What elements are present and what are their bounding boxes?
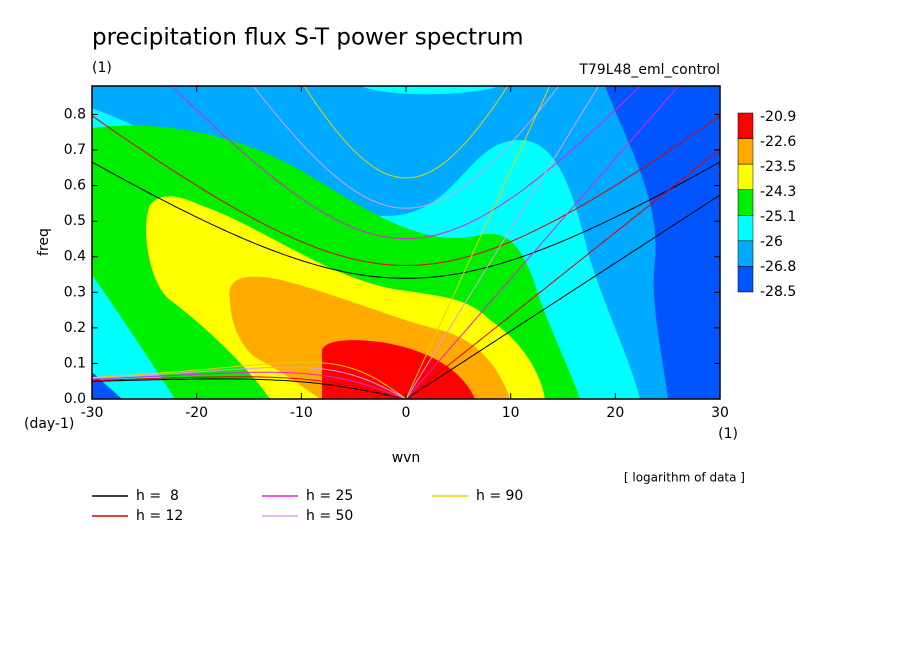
- colorbar-box: [737, 112, 754, 139]
- colorbar-label: -23.5: [760, 159, 796, 175]
- x-tick-label: -20: [185, 405, 208, 421]
- colorbar-box: [737, 215, 754, 242]
- y-tick-label: 0.4: [64, 249, 86, 265]
- dispersion-curve: [92, 378, 407, 399]
- colorbar-label: -28.5: [760, 284, 796, 300]
- legend-label: h = 12: [136, 508, 183, 524]
- y-tick-label: 0.0: [64, 391, 86, 407]
- legend-label: h = 90: [476, 488, 523, 504]
- dispersion-curve: [92, 115, 720, 267]
- x-tick-label: 10: [502, 405, 520, 421]
- dispersion-curve: [92, 371, 407, 399]
- colorbar-box: [737, 240, 754, 267]
- x-axis-label: wvn: [392, 450, 421, 466]
- y-tick-label: 0.2: [64, 320, 86, 336]
- colorbar-label: -22.6: [760, 134, 796, 150]
- y-tick-label: 0.5: [64, 213, 86, 229]
- x-tick-label: -10: [290, 405, 313, 421]
- y-tick-label: 0.6: [64, 178, 86, 194]
- y-tick-label: 0.3: [64, 284, 86, 300]
- x-tick-label: 30: [711, 405, 729, 421]
- colorbar-label: -26: [760, 234, 783, 250]
- subtitle-right: T79L48_eml_control: [578, 62, 720, 78]
- dispersion-curve: [92, 161, 720, 279]
- colorbar-label: -25.1: [760, 209, 796, 225]
- colorbar-box: [737, 163, 754, 190]
- dispersion-curves: [92, 86, 720, 399]
- dispersion-curve: [405, 86, 600, 399]
- colorbar-box: [737, 138, 754, 165]
- contour-region: [605, 86, 720, 399]
- dispersion-curve: [405, 148, 720, 399]
- y-axis-label: freq: [36, 228, 52, 256]
- y-tick-label: 0.7: [64, 142, 86, 158]
- colorbar-box: [737, 266, 754, 293]
- legend-label: h = 25: [306, 488, 353, 504]
- dispersion-curve: [92, 361, 407, 399]
- x-tick-label: -30: [81, 405, 104, 421]
- contour-region: [322, 340, 475, 399]
- x-unit: (1): [718, 426, 738, 442]
- dispersion-curve: [252, 86, 560, 209]
- dispersion-curve: [92, 376, 407, 399]
- legend-label: h = 8: [136, 488, 179, 504]
- colorbar-label: -20.9: [760, 109, 796, 125]
- y-tick-label: 0.8: [64, 106, 86, 122]
- colorbar-box: [737, 189, 754, 216]
- note: [ logarithm of data ]: [624, 471, 745, 485]
- contour-field: [92, 86, 720, 399]
- colorbar-label: -24.3: [760, 184, 796, 200]
- x-tick-label: 0: [402, 405, 411, 421]
- dispersion-curve: [405, 194, 720, 399]
- dispersion-curve: [405, 86, 680, 399]
- dispersion-curve: [405, 86, 551, 399]
- legend-label: h = 50: [306, 508, 353, 524]
- dispersion-curve: [303, 86, 509, 179]
- chart-title: precipitation flux S-T power spectrum: [92, 25, 524, 51]
- subtitle-left: (1): [92, 60, 112, 76]
- dispersion-curve: [171, 86, 641, 240]
- contour-region: [360, 86, 500, 95]
- dispersion-curve: [92, 366, 407, 399]
- y-unit: (day-1): [24, 416, 74, 432]
- x-tick-label: 20: [606, 405, 624, 421]
- y-tick-label: 0.1: [64, 355, 86, 371]
- colorbar-label: -26.8: [760, 259, 796, 275]
